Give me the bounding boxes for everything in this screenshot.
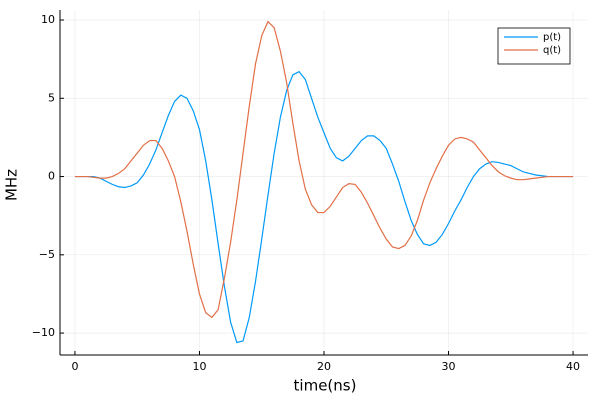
x-axis-label: time(ns) <box>294 377 357 395</box>
y-tick-label: 5 <box>48 91 55 104</box>
legend-box <box>497 27 571 65</box>
x-tick-label: 30 <box>442 360 456 373</box>
y-tick-label: −5 <box>39 248 55 261</box>
legend-label: p(t) <box>543 32 561 43</box>
y-axis-label: MHz <box>3 169 21 201</box>
y-tick-label: −10 <box>32 326 55 339</box>
line-series <box>74 20 574 319</box>
y-tick-label: 0 <box>48 170 55 183</box>
y-tick-label: 10 <box>41 13 55 26</box>
x-tick-label: 10 <box>192 360 206 373</box>
legend-label: q(t) <box>543 45 561 56</box>
x-tick-label: 0 <box>71 360 78 373</box>
x-tick-label: 40 <box>566 360 580 373</box>
x-tick-label: 20 <box>317 360 331 373</box>
